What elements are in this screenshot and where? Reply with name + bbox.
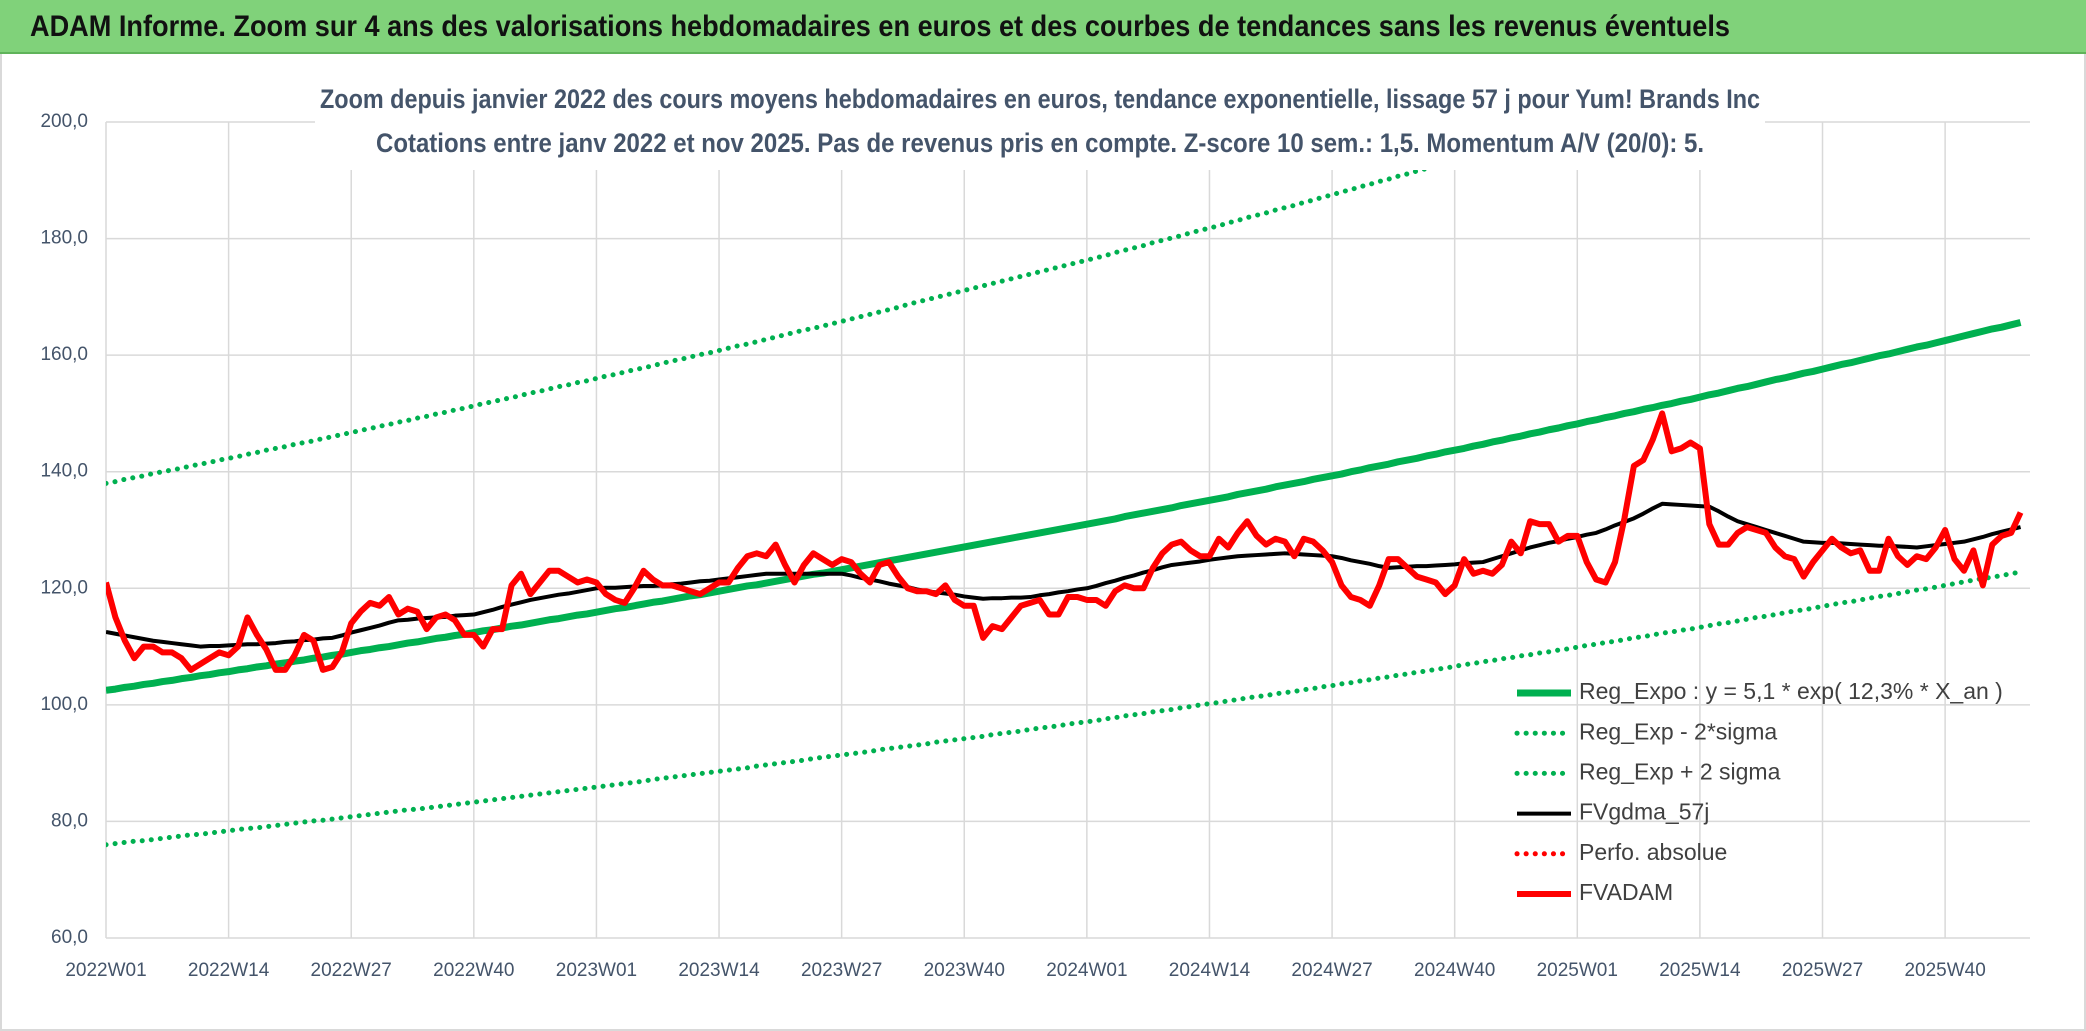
subtitle-line: Zoom depuis janvier 2022 des cours moyen…: [320, 84, 1760, 114]
x-tick-label: 2024W01: [1046, 960, 1127, 981]
legend-label: FVADAM: [1579, 879, 1673, 905]
x-tick-label: 2022W27: [311, 960, 392, 981]
x-tick-label: 2022W01: [65, 960, 146, 981]
x-tick-label: 2024W14: [1169, 960, 1251, 981]
x-tick-label: 2024W40: [1414, 960, 1495, 981]
legend: Reg_Expo : y = 5,1 * exp( 12,3% * X_an )…: [1514, 678, 2003, 905]
y-tick-label: 120,0: [40, 577, 88, 598]
legend-label: FVgdma_57j: [1579, 799, 1709, 825]
subtitle-box: [315, 80, 1765, 170]
plot-lines: [106, 122, 2024, 848]
subtitle-line: Cotations entre janv 2022 et nov 2025. P…: [376, 128, 1704, 158]
header-band: [0, 0, 2086, 53]
y-tick-label: 200,0: [40, 111, 88, 132]
y-tick-label: 140,0: [40, 461, 88, 482]
y-tick-label: 160,0: [40, 344, 88, 365]
series-line: [106, 122, 1596, 486]
x-tick-label: 2025W01: [1537, 960, 1618, 981]
x-tick-label: 2023W01: [556, 960, 637, 981]
header-title: ADAM Informe. Zoom sur 4 ans des valoris…: [30, 10, 1730, 43]
grid: 60,0 80,0 100,0 120,0 140,0 160,0 180,0 200,0 20…: [40, 111, 2030, 981]
legend-label: Perfo. absolue: [1579, 839, 1727, 865]
series-line: [106, 569, 2024, 848]
legend-label: Reg_Expo : y = 5,1 * exp( 12,3% * X_an ): [1579, 678, 2003, 704]
x-tick-label: 2023W40: [924, 960, 1005, 981]
x-tick-label: 2025W27: [1782, 960, 1863, 981]
x-tick-label: 2025W40: [1904, 960, 1985, 981]
y-tick-label: 60,0: [51, 927, 88, 948]
x-tick-label: 2022W14: [188, 960, 270, 981]
x-tick-label: 2022W40: [433, 960, 514, 981]
series-line: [106, 410, 2024, 673]
series-line: [106, 501, 2022, 649]
x-tick-label: 2023W27: [801, 960, 882, 981]
y-tick-label: 100,0: [40, 694, 88, 715]
x-tick-label: 2024W27: [1291, 960, 1372, 981]
y-tick-label: 80,0: [51, 810, 88, 831]
y-tick-label: 180,0: [40, 228, 88, 249]
series-line: [106, 319, 2022, 694]
x-tick-label: 2025W14: [1659, 960, 1741, 981]
legend-label: Reg_Exp - 2*sigma: [1579, 718, 1777, 744]
x-tick-label: 2023W14: [678, 960, 760, 981]
legend-label: Reg_Exp + 2 sigma: [1579, 758, 1781, 784]
